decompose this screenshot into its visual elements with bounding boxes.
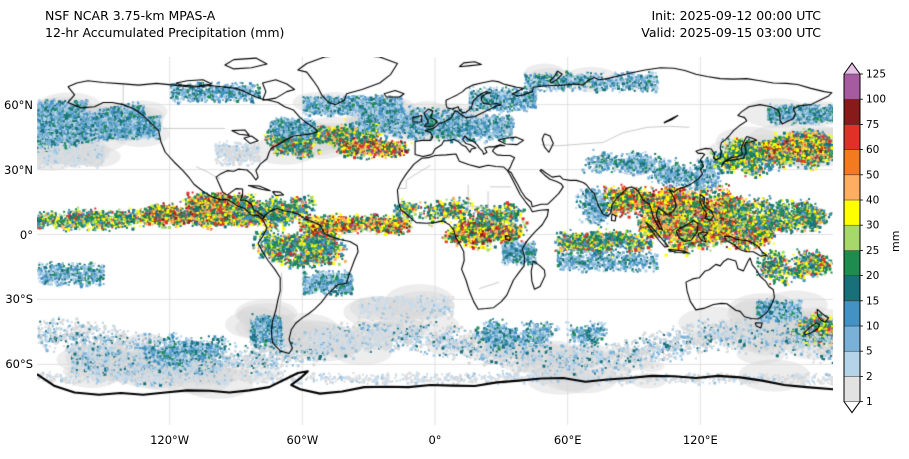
colorbar: 125 100 75 60 50 40 30 25 20 15 10 5 2 1	[843, 62, 889, 418]
colorbar-segment	[844, 174, 860, 201]
colorbar-segment	[844, 250, 860, 276]
model-name: NSF NCAR 3.75-km MPAS-A	[45, 8, 216, 23]
lon-tick-label: 60°W	[286, 433, 319, 447]
lon-tick-label: 120°W	[150, 433, 190, 447]
colorbar-tick-label: 20	[866, 270, 879, 282]
colorbar-segment	[844, 149, 860, 176]
colorbar-tick-label: 5	[866, 346, 873, 358]
colorbar-tick-label: 1	[866, 396, 873, 408]
valid-time: Valid: 2025-09-15 03:00 UTC	[641, 25, 821, 40]
lon-tick-label: 120°E	[682, 433, 718, 447]
lat-tick-label: 0°	[19, 227, 33, 242]
colorbar-tick-label: 100	[866, 94, 886, 106]
lat-tick-label: 30°N	[4, 162, 33, 177]
colorbar-tick-label: 60	[866, 144, 879, 156]
colorbar-tick-label: 2	[866, 371, 873, 383]
colorbar-tick-label: 10	[866, 321, 879, 333]
plot-title: NSF NCAR 3.75-km MPAS-A 12-hr Accumulate…	[45, 7, 284, 41]
colorbar-over-arrow	[844, 63, 860, 74]
colorbar-tick-label: 25	[866, 245, 879, 257]
colorbar-segment	[844, 74, 860, 100]
colorbar-segment	[844, 124, 860, 150]
colorbar-unit-label: mm	[889, 230, 902, 252]
lon-tick-label: 0°	[428, 433, 442, 447]
init-time: Init: 2025-09-12 00:00 UTC	[651, 8, 821, 23]
colorbar-segment	[844, 99, 860, 125]
colorbar-tick-label: 125	[866, 69, 886, 81]
colorbar-under-arrow	[844, 401, 860, 413]
colorbar-segment	[844, 326, 860, 352]
lon-tick-label: 60°E	[553, 433, 582, 447]
colorbar-tick-label: 30	[866, 220, 879, 232]
run-times: Init: 2025-09-12 00:00 UTC Valid: 2025-0…	[641, 7, 821, 41]
colorbar-tick-label: 15	[866, 295, 879, 307]
colorbar-tick-label: 40	[866, 195, 879, 207]
colorbar-tick-label: 75	[866, 119, 879, 131]
colorbar-segment	[844, 200, 860, 226]
colorbar-segment	[844, 351, 860, 377]
colorbar-segment	[844, 225, 860, 251]
colorbar-segment	[844, 275, 860, 302]
colorbar-tick-label: 50	[866, 169, 879, 181]
colorbar-segment	[844, 376, 860, 402]
field-name: 12-hr Accumulated Precipitation (mm)	[45, 25, 285, 40]
colorbar-svg: 125 100 75 60 50 40 30 25 20 15 10 5 2 1	[843, 62, 886, 414]
world-precipitation-map	[37, 57, 833, 425]
lat-tick-label: 60°N	[4, 97, 33, 112]
lat-tick-label: 30°S	[5, 292, 33, 307]
colorbar-segment	[844, 300, 860, 327]
lat-tick-label: 60°S	[5, 357, 33, 372]
